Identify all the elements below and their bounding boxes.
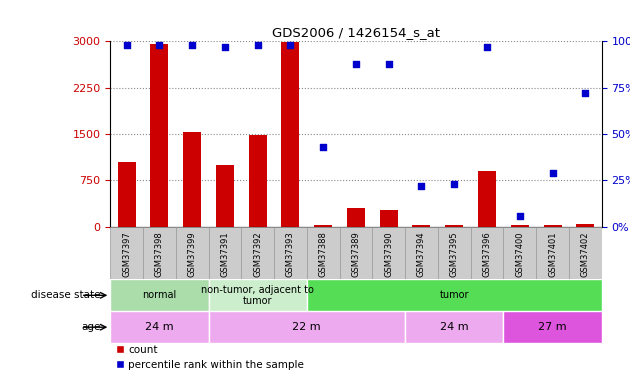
Bar xyxy=(380,210,398,227)
Text: GSM37389: GSM37389 xyxy=(352,231,360,277)
Bar xyxy=(503,311,602,343)
Bar xyxy=(307,279,602,311)
Point xyxy=(318,144,328,150)
Bar xyxy=(405,227,438,279)
Text: GSM37399: GSM37399 xyxy=(188,231,197,277)
Point xyxy=(154,42,164,48)
Text: GSM37400: GSM37400 xyxy=(515,231,524,277)
Bar xyxy=(569,227,602,279)
Bar xyxy=(249,135,266,227)
Text: normal: normal xyxy=(142,290,176,300)
Text: GSM37392: GSM37392 xyxy=(253,231,262,277)
Bar xyxy=(372,227,405,279)
Bar xyxy=(405,311,503,343)
Bar xyxy=(445,225,463,227)
Bar xyxy=(241,227,274,279)
Bar xyxy=(183,132,201,227)
Point xyxy=(515,213,525,219)
Point xyxy=(285,42,295,48)
Bar xyxy=(576,224,594,227)
Title: GDS2006 / 1426154_s_at: GDS2006 / 1426154_s_at xyxy=(272,26,440,39)
Bar xyxy=(536,227,569,279)
Point xyxy=(351,60,361,66)
Point xyxy=(187,42,197,48)
Bar xyxy=(282,42,299,227)
Bar xyxy=(274,227,307,279)
Bar xyxy=(209,311,405,343)
Point xyxy=(580,90,590,96)
Text: GSM37402: GSM37402 xyxy=(581,231,590,277)
Bar xyxy=(110,279,209,311)
Point xyxy=(253,42,263,48)
Point xyxy=(449,181,459,187)
Bar xyxy=(471,227,503,279)
Text: non-tumor, adjacent to
tumor: non-tumor, adjacent to tumor xyxy=(201,285,314,306)
Bar xyxy=(307,227,340,279)
Bar xyxy=(118,162,135,227)
Bar xyxy=(151,44,168,227)
Text: GSM37398: GSM37398 xyxy=(155,231,164,277)
Text: 24 m: 24 m xyxy=(145,322,174,332)
Bar xyxy=(110,311,209,343)
Point xyxy=(547,170,558,176)
Text: GSM37395: GSM37395 xyxy=(450,231,459,277)
Bar xyxy=(544,225,561,227)
Text: GSM37397: GSM37397 xyxy=(122,231,131,277)
Text: GSM37390: GSM37390 xyxy=(384,231,393,277)
Text: age: age xyxy=(81,322,101,332)
Text: GSM37391: GSM37391 xyxy=(220,231,229,277)
Text: 27 m: 27 m xyxy=(538,322,567,332)
Bar xyxy=(438,227,471,279)
Legend: count, percentile rank within the sample: count, percentile rank within the sample xyxy=(115,345,304,370)
Point xyxy=(416,183,427,189)
Bar xyxy=(347,209,365,227)
Text: GSM37393: GSM37393 xyxy=(286,231,295,277)
Text: GSM37394: GSM37394 xyxy=(417,231,426,277)
Bar xyxy=(511,225,529,227)
Bar xyxy=(413,225,430,227)
Text: GSM37401: GSM37401 xyxy=(548,231,557,277)
Point xyxy=(220,44,230,50)
Text: 24 m: 24 m xyxy=(440,322,469,332)
Text: GSM37396: GSM37396 xyxy=(483,231,491,277)
Text: GSM37388: GSM37388 xyxy=(319,231,328,277)
Text: 22 m: 22 m xyxy=(292,322,321,332)
Bar xyxy=(209,227,241,279)
Bar xyxy=(478,171,496,227)
Bar xyxy=(503,227,536,279)
Bar xyxy=(110,227,143,279)
Text: tumor: tumor xyxy=(440,290,469,300)
Point xyxy=(482,44,492,50)
Bar xyxy=(216,165,234,227)
Bar xyxy=(209,279,307,311)
Bar xyxy=(143,227,176,279)
Point xyxy=(384,60,394,66)
Bar xyxy=(340,227,372,279)
Point xyxy=(122,42,132,48)
Bar xyxy=(176,227,209,279)
Text: disease state: disease state xyxy=(32,290,101,300)
Bar xyxy=(314,225,332,227)
